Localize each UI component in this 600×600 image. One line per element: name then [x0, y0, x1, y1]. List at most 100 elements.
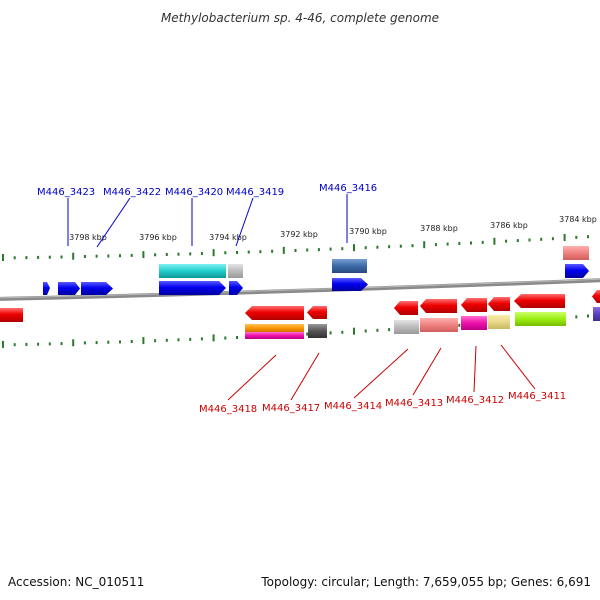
- major-tick: [142, 337, 145, 345]
- minor-tick: [587, 235, 589, 239]
- gene-feature[interactable]: [461, 298, 487, 312]
- gene-label[interactable]: M446_3420: [165, 187, 223, 198]
- gene-feature[interactable]: [159, 264, 226, 278]
- kbp-label: 3798 kbp: [69, 233, 107, 242]
- minor-tick: [165, 338, 168, 342]
- gene-feature[interactable]: [563, 246, 589, 260]
- minor-tick: [25, 342, 28, 346]
- minor-tick: [470, 241, 472, 245]
- leader-line: [500, 344, 536, 390]
- gene-feature[interactable]: [593, 307, 600, 321]
- leader-line: [96, 197, 131, 248]
- gene-feature[interactable]: [245, 324, 304, 332]
- minor-tick: [376, 245, 379, 249]
- minor-tick: [341, 247, 344, 251]
- minor-tick: [119, 340, 121, 344]
- major-tick: [423, 241, 426, 249]
- kbp-label: 3786 kbp: [490, 221, 528, 230]
- gene-feature[interactable]: [461, 316, 487, 330]
- major-tick: [212, 249, 215, 257]
- gene-feature[interactable]: [81, 282, 113, 295]
- minor-tick: [364, 329, 367, 333]
- minor-tick: [154, 253, 157, 257]
- minor-tick: [130, 340, 133, 343]
- minor-tick: [306, 332, 309, 336]
- gene-label[interactable]: M446_3423: [37, 187, 95, 198]
- minor-tick: [341, 330, 344, 334]
- major-tick: [142, 251, 145, 259]
- gene-feature[interactable]: [245, 332, 304, 339]
- minor-tick: [200, 337, 203, 341]
- minor-tick: [587, 314, 589, 318]
- gene-feature[interactable]: [229, 281, 243, 295]
- gene-feature[interactable]: [308, 324, 327, 338]
- minor-tick: [130, 253, 133, 257]
- minor-tick: [13, 256, 16, 260]
- minor-tick: [528, 238, 531, 242]
- gene-feature[interactable]: [565, 264, 589, 278]
- minor-tick: [259, 250, 262, 254]
- gene-label[interactable]: M446_3414: [324, 401, 382, 412]
- gene-label[interactable]: M446_3418: [199, 404, 257, 415]
- gene-label[interactable]: M446_3412: [446, 395, 504, 406]
- gene-feature[interactable]: [514, 294, 565, 308]
- gene-feature[interactable]: [488, 297, 510, 311]
- gene-feature[interactable]: [159, 281, 226, 295]
- minor-tick: [575, 315, 578, 319]
- gene-feature[interactable]: [245, 306, 304, 320]
- minor-tick: [458, 323, 461, 327]
- minor-tick: [505, 239, 508, 243]
- minor-tick: [247, 250, 250, 254]
- gene-feature[interactable]: [394, 301, 418, 315]
- minor-tick: [329, 247, 332, 251]
- gene-feature[interactable]: [515, 312, 566, 326]
- gene-feature[interactable]: [420, 318, 458, 332]
- minor-tick: [83, 341, 86, 345]
- minor-tick: [224, 251, 227, 255]
- minor-tick: [551, 237, 554, 241]
- gene-feature[interactable]: [420, 299, 457, 313]
- gene-feature[interactable]: [228, 264, 243, 278]
- major-tick: [2, 340, 4, 348]
- minor-tick: [434, 243, 437, 247]
- gene-feature[interactable]: [488, 315, 510, 329]
- gene-label[interactable]: M446_3413: [385, 398, 443, 409]
- leader-line: [290, 352, 320, 401]
- gene-feature[interactable]: [43, 282, 50, 295]
- leader-line: [412, 347, 442, 396]
- minor-tick: [411, 244, 414, 248]
- minor-tick: [48, 342, 51, 346]
- gene-feature[interactable]: [394, 320, 419, 334]
- minor-tick: [481, 240, 484, 244]
- minor-tick: [446, 242, 449, 246]
- gene-feature[interactable]: [58, 282, 80, 295]
- minor-tick: [236, 336, 238, 339]
- major-tick: [353, 327, 355, 335]
- minor-tick: [388, 245, 391, 249]
- forward-gene-labels: M446_3423 M446_3422 M446_3420 M446_3419 …: [37, 183, 377, 198]
- gene-label[interactable]: M446_3419: [226, 187, 284, 198]
- gene-label[interactable]: M446_3416: [319, 183, 377, 194]
- minor-tick: [306, 248, 309, 252]
- minor-tick: [271, 249, 274, 253]
- gene-label[interactable]: M446_3411: [508, 391, 566, 402]
- gene-feature[interactable]: [592, 290, 600, 303]
- gene-feature[interactable]: [0, 308, 23, 322]
- gene-feature[interactable]: [307, 306, 327, 319]
- minor-tick: [236, 251, 238, 254]
- minor-tick: [317, 248, 320, 252]
- minor-tick: [177, 252, 180, 256]
- major-tick: [212, 334, 215, 342]
- minor-tick: [25, 256, 28, 260]
- kbp-label: 3790 kbp: [349, 227, 387, 236]
- minor-tick: [458, 242, 461, 245]
- gene-feature[interactable]: [332, 259, 367, 273]
- leader-line: [353, 348, 409, 399]
- gene-feature[interactable]: [332, 278, 368, 291]
- major-tick: [282, 246, 285, 254]
- minor-tick: [119, 254, 121, 258]
- kbp-scale: 3798 kbp 3796 kbp 3794 kbp 3792 kbp 3790…: [69, 215, 597, 242]
- gene-label[interactable]: M446_3417: [262, 403, 320, 414]
- gene-label[interactable]: M446_3422: [103, 187, 161, 198]
